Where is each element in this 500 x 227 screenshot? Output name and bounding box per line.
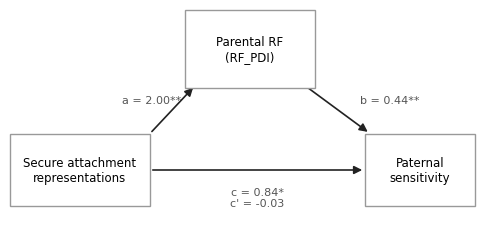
Text: a = 2.00**: a = 2.00**	[122, 96, 182, 106]
FancyBboxPatch shape	[10, 134, 150, 207]
FancyBboxPatch shape	[365, 134, 475, 207]
Text: Secure attachment
representations: Secure attachment representations	[24, 156, 136, 184]
FancyBboxPatch shape	[185, 11, 315, 89]
Text: Paternal
sensitivity: Paternal sensitivity	[390, 156, 450, 184]
Text: Parental RF
(RF_PDI): Parental RF (RF_PDI)	[216, 36, 284, 64]
Text: c = 0.84*
c' = -0.03: c = 0.84* c' = -0.03	[230, 187, 284, 208]
Text: b = 0.44**: b = 0.44**	[360, 96, 420, 106]
